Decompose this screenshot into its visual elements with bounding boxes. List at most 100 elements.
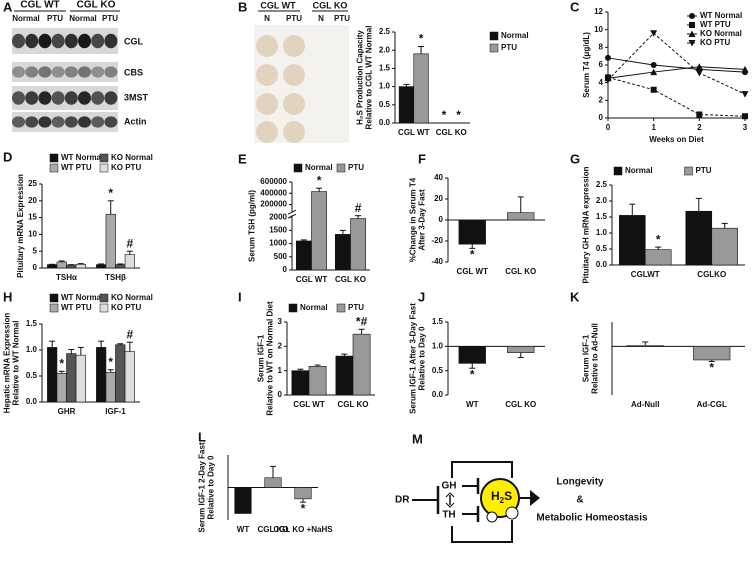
blot-band xyxy=(51,116,65,128)
blot-image xyxy=(12,28,118,132)
y-tick-label: 0.5 xyxy=(432,366,444,375)
bar xyxy=(105,372,116,403)
legend-swatch xyxy=(99,303,109,313)
y-tick-label: 2.5 xyxy=(379,27,391,36)
legend-swatch xyxy=(489,43,499,53)
y-axis-label: Pituitary GH mRNA expression xyxy=(581,166,590,283)
band-label: CBS xyxy=(124,67,143,77)
bar xyxy=(124,351,135,403)
y-tick-label: 3 xyxy=(278,317,283,326)
y-axis-label: Serum IGF-1 xyxy=(582,334,591,382)
cross-talk xyxy=(445,492,455,508)
x-tick-label: TSHα xyxy=(56,273,77,282)
y-tick-label: 20 xyxy=(28,196,37,205)
bar xyxy=(47,347,58,403)
blot-panel: A CGL WT CGL KO Normal PTU Normal PTU CG… xyxy=(3,0,149,132)
bar xyxy=(308,365,327,396)
legend-label: WT Normal xyxy=(61,153,103,162)
legend-marker xyxy=(688,40,696,47)
plate-dot xyxy=(283,35,305,57)
blot-band xyxy=(91,91,105,105)
y-axis-label: Relative to Ad-Null xyxy=(591,323,600,394)
y-tick-label: 4 xyxy=(599,78,604,87)
significance-mark: * xyxy=(656,232,661,246)
bar xyxy=(96,264,107,269)
bar xyxy=(234,487,252,514)
point xyxy=(695,69,703,77)
pathway-line xyxy=(451,520,513,543)
bar xyxy=(352,333,371,396)
blot-band xyxy=(12,91,25,105)
diagram-input: DR xyxy=(395,495,410,506)
blot-band xyxy=(38,116,52,128)
blot-band xyxy=(64,66,78,78)
bar xyxy=(626,345,664,347)
band-label: 3MST xyxy=(124,92,149,102)
bar xyxy=(75,264,86,269)
significance-mark: * xyxy=(709,361,714,375)
x-tick-label: 2 xyxy=(697,123,702,132)
point xyxy=(605,54,611,61)
y-axis-label: Serum IGF-1 xyxy=(257,334,266,382)
point xyxy=(650,62,657,68)
legend-label: Normal xyxy=(625,166,653,175)
legend-swatch xyxy=(489,31,499,41)
y-axis-label: Relative to Day 0 xyxy=(417,326,426,391)
panel-letter: A xyxy=(3,0,13,14)
significance-mark: * xyxy=(301,501,306,515)
panel-letter: H xyxy=(3,289,12,304)
y-tick-label: -20 xyxy=(431,236,443,245)
blot-band xyxy=(51,33,65,49)
bar xyxy=(507,212,535,221)
bar xyxy=(115,264,126,269)
arrow-head xyxy=(530,490,540,506)
x-tick-label: GHR xyxy=(58,407,76,416)
blot-band xyxy=(51,91,65,105)
pathway-line xyxy=(451,461,513,478)
x-tick-label: WT xyxy=(237,525,250,534)
legend-label: Normal xyxy=(305,163,333,172)
blot-condition: PTU xyxy=(102,14,118,23)
y-axis-label: Relative to WT on Normal Diet xyxy=(266,301,275,416)
bar xyxy=(56,373,67,403)
y-tick-label: 2000 xyxy=(269,212,287,221)
legend-swatch xyxy=(49,153,59,163)
legend-label: KO Normal xyxy=(111,293,153,302)
blot-band xyxy=(91,66,105,78)
y-axis-label: Hepatic mRNA Expression xyxy=(2,313,11,414)
blot-band xyxy=(12,33,25,49)
x-tick-label: 3 xyxy=(743,123,748,132)
y-tick-label: 5 xyxy=(33,246,38,255)
bar xyxy=(96,347,107,403)
bar xyxy=(413,53,429,124)
panel-letter: F xyxy=(418,151,426,166)
y-tick-label: 600000 xyxy=(260,177,287,186)
bar xyxy=(264,477,282,488)
blot-band xyxy=(64,91,78,105)
y-tick-label: 0.5 xyxy=(26,371,38,380)
h2s-node xyxy=(486,511,498,523)
bar xyxy=(507,346,535,353)
legend-label: PTU xyxy=(696,166,712,175)
y-tick-label: 1.0 xyxy=(432,341,444,350)
blot-band xyxy=(12,116,25,128)
blot-band xyxy=(38,91,52,105)
x-tick-label: Ad-CGL xyxy=(697,400,727,409)
y-tick-label: -40 xyxy=(431,257,443,266)
blot-band xyxy=(64,116,78,128)
panel-letter: L xyxy=(198,429,206,444)
significance-mark: * xyxy=(108,186,113,200)
bar xyxy=(644,249,672,266)
bar xyxy=(398,86,415,124)
legend-marker xyxy=(689,13,695,19)
y-tick-label: 0.5 xyxy=(379,100,391,109)
y-tick-label: 1.5 xyxy=(432,317,444,326)
point xyxy=(742,113,748,120)
bar xyxy=(350,218,367,271)
y-tick-label: 2.0 xyxy=(379,45,391,54)
blot-band xyxy=(104,116,118,128)
x-tick-label: TSHβ xyxy=(105,273,126,282)
y-tick-label: 25 xyxy=(28,179,37,188)
legend-label: PTU xyxy=(348,163,364,172)
